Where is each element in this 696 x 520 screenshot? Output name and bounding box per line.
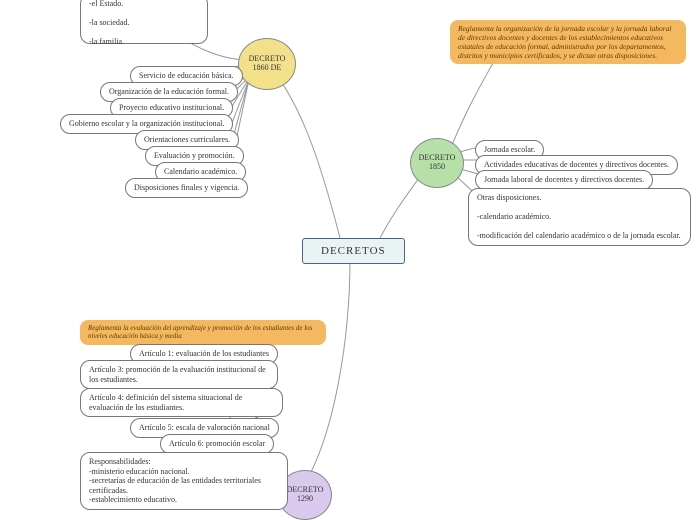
- d1290-i4: Artículo 6: promoción escolar: [160, 434, 274, 454]
- d1860-i7: Disposiciones finales y vigencia.: [125, 178, 248, 198]
- d1850-otras: Otras disposiciones. -calendario académi…: [468, 188, 691, 246]
- d1290-desc: Reglamenta la evaluación del aprendizaje…: [80, 320, 326, 345]
- d1290-i1: Artículo 3: promoción de la evaluación i…: [80, 360, 278, 389]
- d1850-i2: Jornada laboral de docentes y directivos…: [475, 170, 653, 190]
- d1290-i2: Artículo 4: definición del sistema situa…: [80, 388, 283, 417]
- center-node: DECRETOS: [302, 238, 405, 264]
- bubble-1850: DECRETO 1850: [410, 138, 464, 188]
- bubble-1860: DECRETO 1860 DE: [238, 38, 296, 90]
- d1860-top: -el Estado. -la sociedad. -la familia.: [80, 0, 208, 44]
- d1850-desc: Reglamenta la organización de la jornada…: [450, 20, 686, 64]
- d1290-resp: Responsabilidades: -ministerio educación…: [80, 452, 288, 510]
